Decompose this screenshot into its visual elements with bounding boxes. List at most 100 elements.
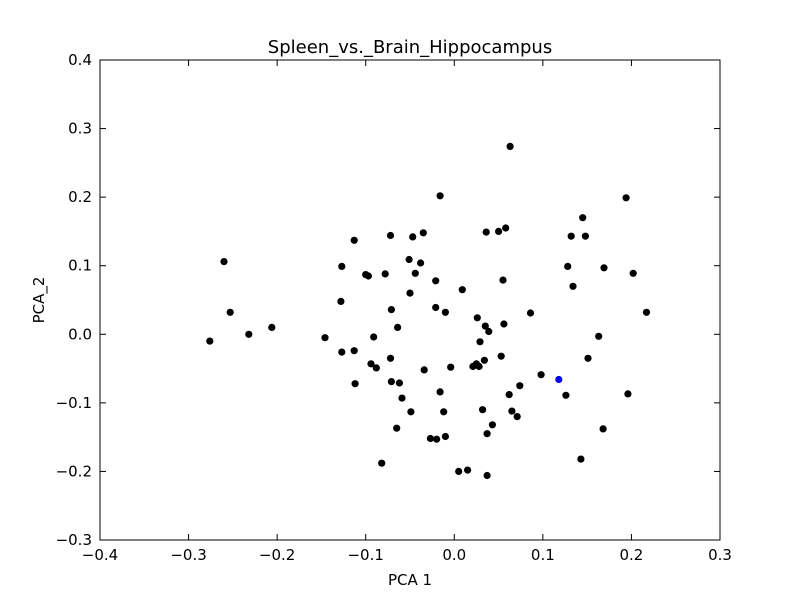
data-point-14: [367, 360, 375, 368]
data-point-57: [483, 471, 491, 480]
data-point-62: [497, 352, 505, 360]
data-point-7: [338, 262, 346, 270]
data-point-3: [245, 330, 253, 338]
x-tick-label: −0.2: [259, 546, 295, 564]
y-tick-label: 0.0: [68, 325, 92, 343]
data-point-87: [642, 308, 651, 316]
data-point-55: [481, 322, 489, 330]
data-point-78: [579, 214, 587, 222]
data-point-33: [419, 229, 427, 237]
data-point-40: [436, 388, 444, 396]
data-point-31: [411, 269, 419, 277]
data-point-36: [432, 277, 440, 285]
data-point-38: [433, 435, 441, 443]
data-point-58: [483, 430, 491, 438]
data-point-1: [220, 258, 228, 266]
y-tick-label: 0.3: [68, 120, 92, 138]
highlight-point-0: [555, 375, 563, 384]
data-point-74: [564, 262, 572, 270]
x-tick-label: 0.3: [708, 546, 732, 564]
data-point-32: [417, 259, 425, 267]
data-point-84: [622, 194, 630, 202]
data-point-54: [480, 356, 488, 364]
data-point-4: [268, 323, 276, 331]
data-point-77: [577, 455, 585, 463]
data-point-82: [599, 425, 607, 433]
x-tick-label: 0.2: [619, 546, 643, 564]
data-point-70: [516, 382, 524, 390]
x-axis-title: PCA 1: [388, 571, 432, 589]
data-point-47: [464, 466, 472, 474]
data-point-37: [432, 303, 440, 312]
x-tick-label: 0.1: [531, 546, 555, 564]
y-tick-label: 0.1: [68, 257, 92, 275]
data-point-0: [206, 337, 214, 345]
data-point-41: [440, 408, 448, 416]
data-point-59: [485, 327, 493, 336]
data-point-23: [394, 323, 402, 331]
plot-frame: [99, 59, 721, 541]
data-point-86: [629, 269, 637, 277]
data-point-22: [387, 378, 395, 386]
data-point-45: [455, 467, 463, 475]
y-tick-label: −0.3: [56, 531, 92, 549]
data-point-10: [350, 347, 358, 355]
data-point-18: [381, 270, 389, 278]
y-axis-title: PCA_2: [30, 277, 49, 324]
data-point-73: [562, 391, 570, 399]
data-point-69: [513, 413, 521, 421]
y-tick-label: 0.2: [68, 188, 92, 206]
data-point-63: [499, 276, 507, 284]
data-point-16: [372, 364, 380, 372]
data-point-24: [393, 424, 401, 432]
data-point-6: [338, 348, 346, 356]
data-point-2: [226, 308, 234, 316]
data-point-46: [458, 286, 466, 294]
data-point-26: [398, 394, 406, 402]
data-point-34: [420, 366, 428, 374]
data-point-60: [488, 421, 496, 429]
data-point-21: [387, 306, 395, 314]
x-tick-label: −0.4: [82, 546, 118, 564]
data-point-30: [409, 233, 417, 241]
data-point-11: [351, 380, 359, 388]
data-point-42: [441, 308, 449, 316]
chart-title: Spleen_vs._Brain_Hippocampus: [268, 37, 552, 58]
data-point-9: [350, 236, 358, 244]
data-point-66: [505, 391, 513, 399]
data-point-56: [482, 228, 490, 236]
data-point-65: [502, 224, 510, 232]
data-point-44: [447, 363, 455, 371]
x-tick-label: −0.1: [347, 546, 383, 564]
data-point-85: [624, 390, 632, 398]
data-point-17: [378, 459, 386, 467]
data-point-19: [386, 231, 395, 240]
data-point-43: [441, 432, 449, 441]
data-point-67: [506, 142, 514, 150]
data-point-20: [386, 354, 395, 362]
data-point-71: [526, 309, 535, 317]
data-point-81: [595, 332, 603, 340]
data-point-79: [581, 232, 590, 240]
data-point-28: [406, 289, 414, 297]
x-tick-label: −0.3: [170, 546, 206, 564]
data-point-64: [500, 320, 508, 328]
data-point-51: [475, 362, 483, 371]
data-point-75: [567, 232, 575, 240]
data-point-76: [569, 282, 577, 290]
data-point-5: [321, 334, 329, 342]
data-point-72: [537, 371, 545, 379]
y-tick-label: −0.2: [56, 462, 92, 480]
data-point-80: [584, 354, 592, 362]
ticks-layer: −0.4 −0.3 −0.2 −0.1 0.0 0.1 0.2 0.3−0.3−0.2−0.1…: [56, 51, 732, 564]
data-point-61: [495, 227, 503, 235]
data-point-27: [405, 255, 413, 264]
points-layer: [206, 142, 651, 480]
data-point-68: [508, 407, 516, 415]
data-point-15: [370, 333, 378, 341]
x-tick-label: 0.0: [442, 546, 466, 564]
data-point-39: [436, 192, 444, 200]
data-point-50: [473, 314, 481, 322]
data-point-83: [600, 264, 608, 272]
